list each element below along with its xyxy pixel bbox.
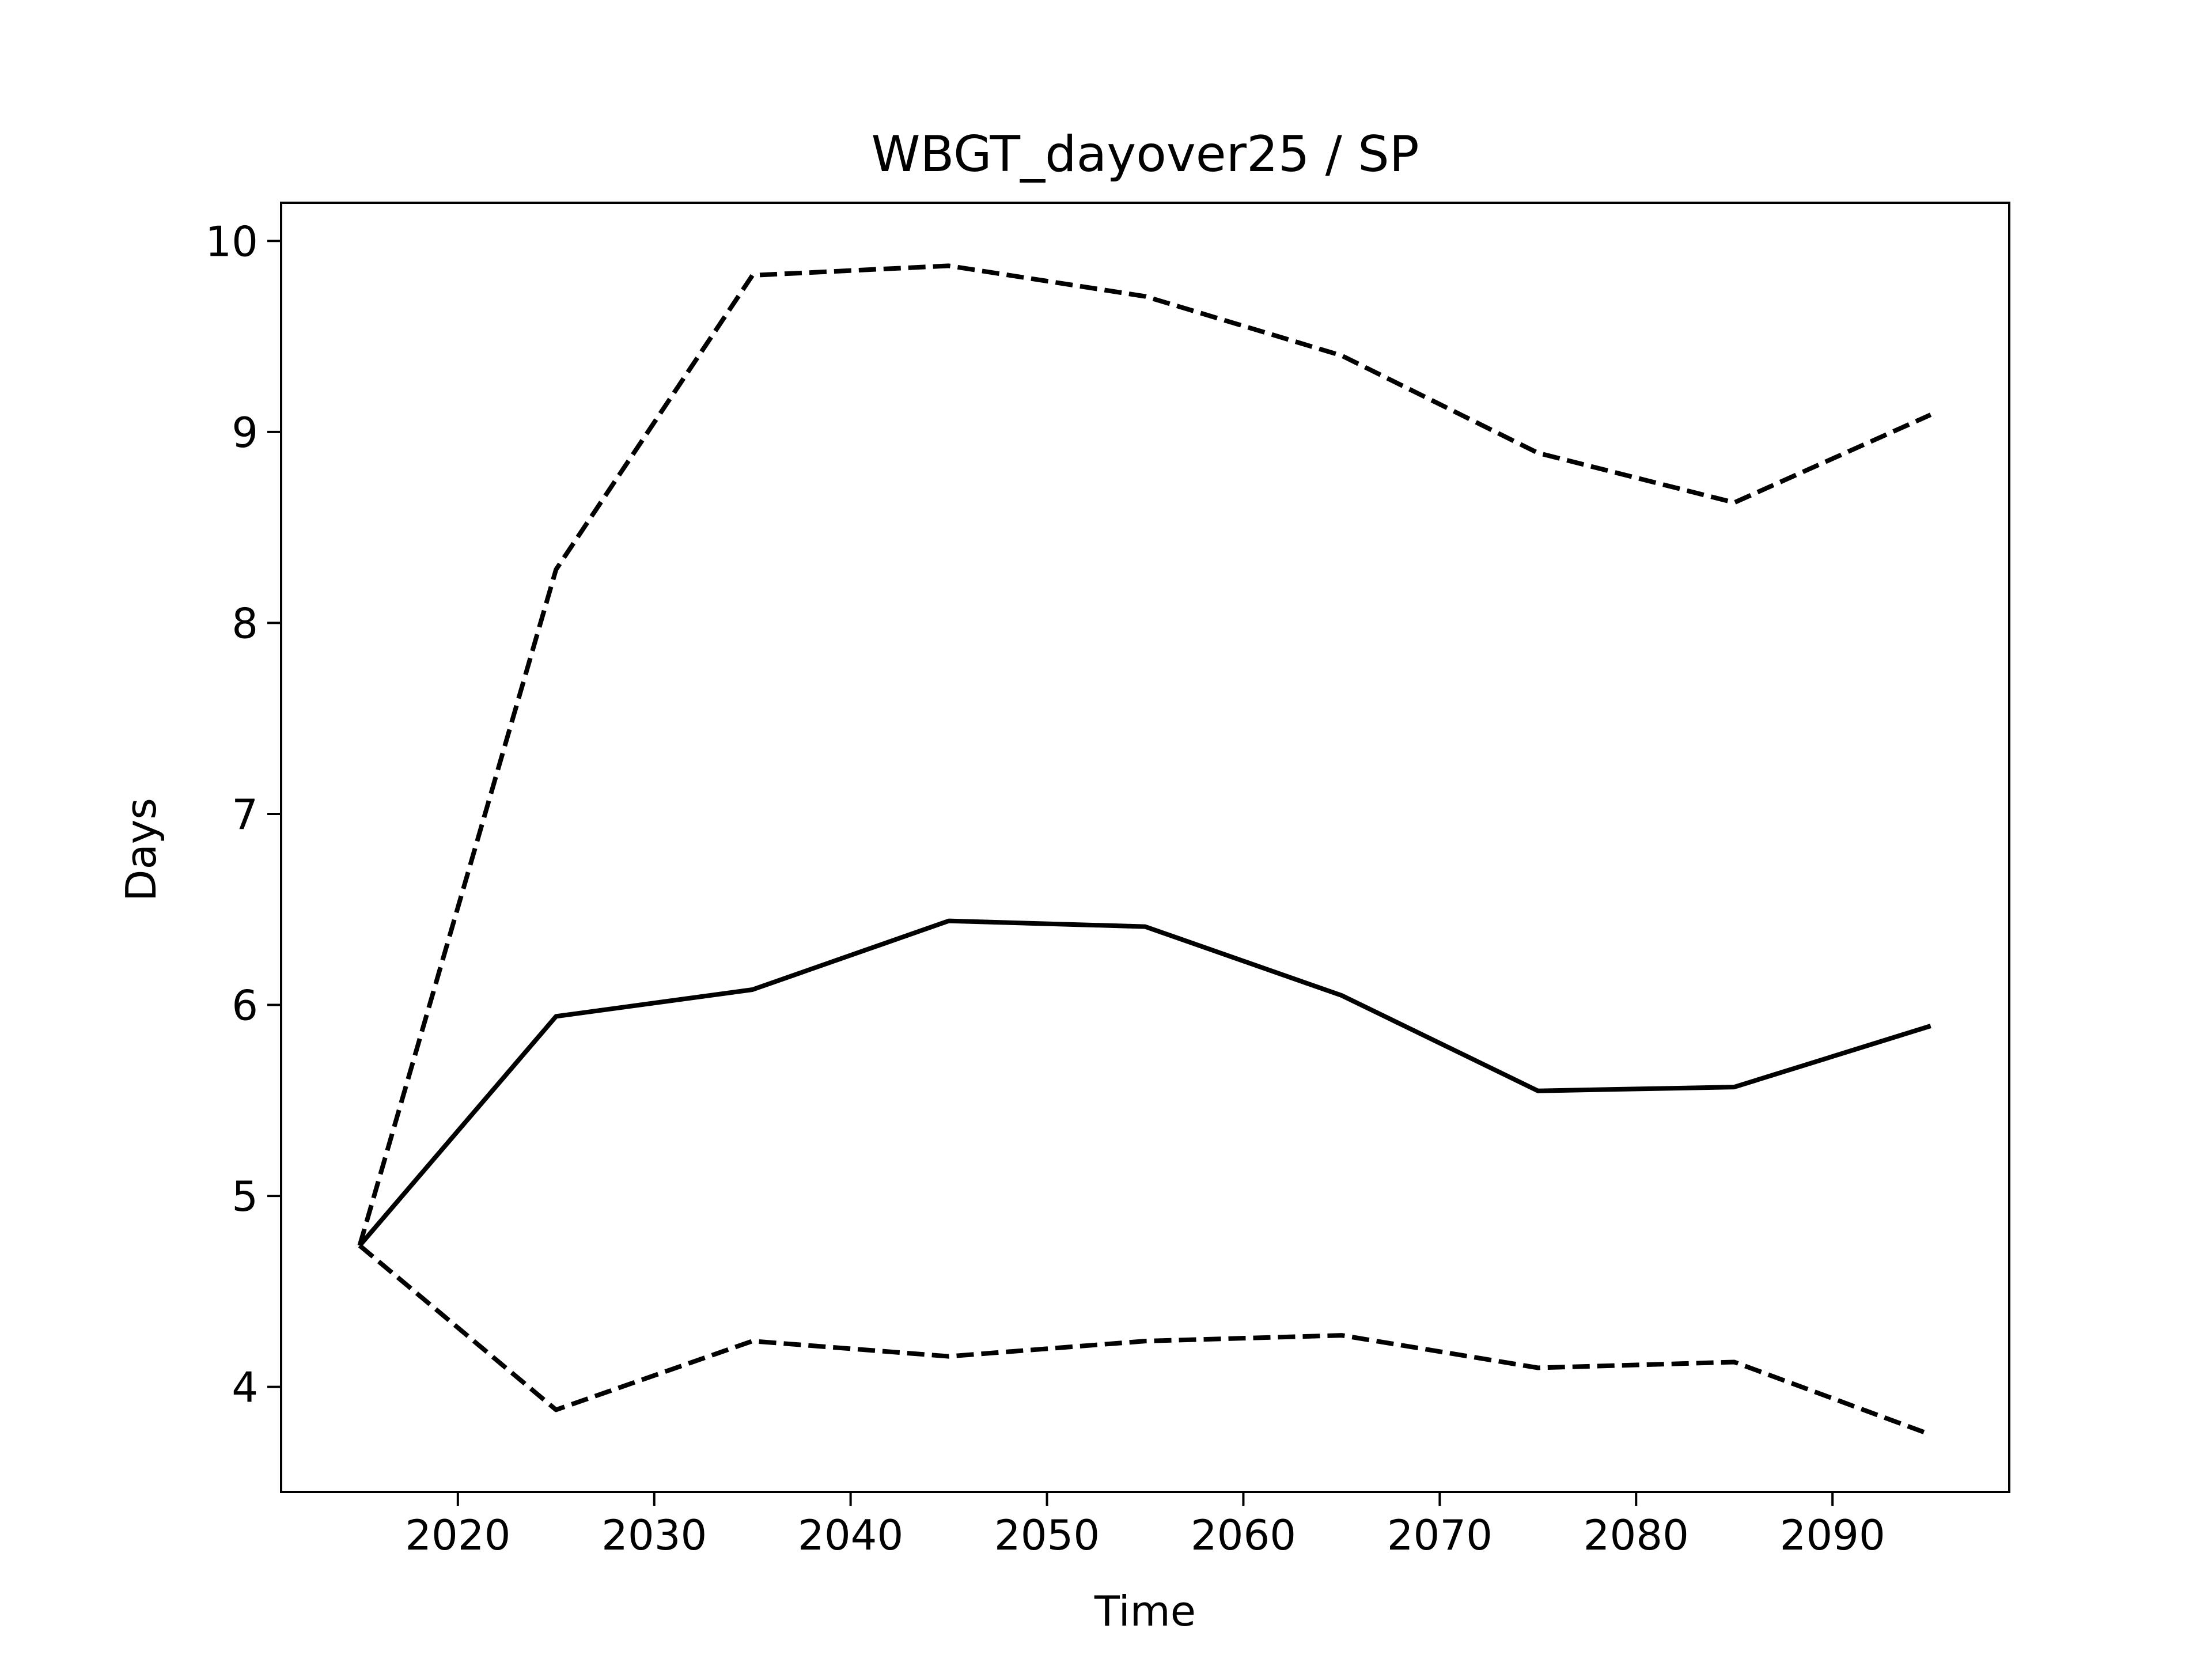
y-tick-label: 6 [232,982,258,1030]
y-tick-label: 7 [232,790,258,839]
dashed-series-line-2 [358,1244,1931,1437]
y-axis-ticks: 4 5 6 7 8 9 10 [205,217,281,1412]
series-layer [357,263,1932,1437]
y-axis-label: Days [117,798,165,902]
x-axis-ticks: 2020 2030 2040 2050 2060 2070 2080 2090 [405,1492,1885,1559]
plot-area-frame [280,202,2010,1493]
chart-title: WBGT_dayover25 / SP [871,126,1419,183]
y-tick-label: 9 [232,408,258,457]
y-tick-label: 8 [232,599,258,647]
y-tick-label: 10 [205,217,258,266]
x-tick-label: 2060 [1191,1511,1296,1559]
x-tick-label: 2020 [405,1511,510,1559]
x-tick-label: 2030 [601,1511,707,1559]
x-tick-label: 2040 [798,1511,903,1559]
dashed-series-line-1 [357,263,1932,1247]
x-tick-label: 2080 [1584,1511,1689,1559]
y-tick-label: 4 [232,1363,258,1412]
x-tick-label: 2050 [994,1511,1100,1559]
solid-series-line [358,918,1931,1247]
x-axis-label: Time [1094,1587,1196,1635]
x-tick-label: 2090 [1780,1511,1885,1559]
y-tick-label: 5 [232,1172,258,1221]
x-tick-label: 2070 [1387,1511,1493,1559]
